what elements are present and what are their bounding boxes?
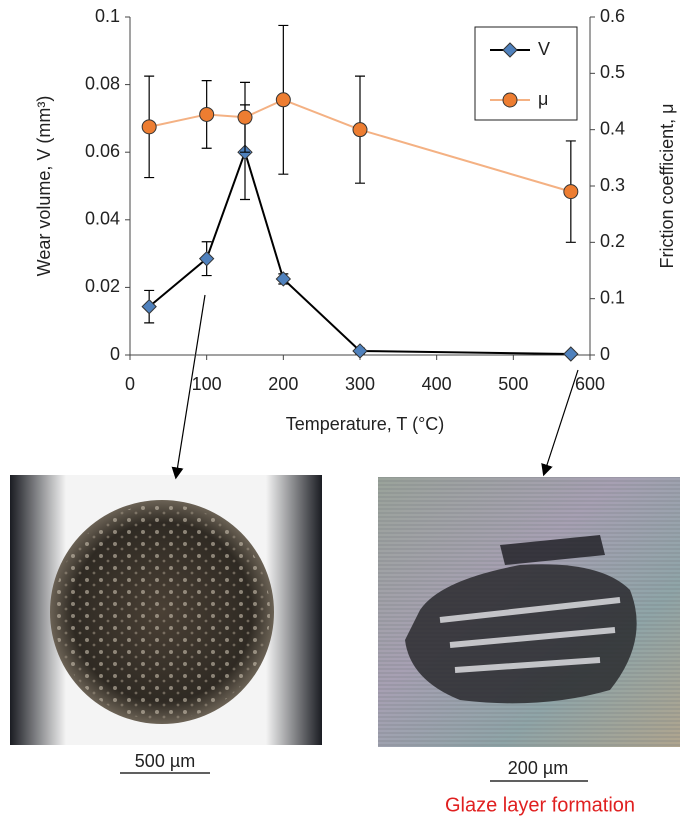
x-tick-label: 200 bbox=[268, 374, 298, 394]
y2-tick-label: 0.3 bbox=[600, 175, 625, 195]
arrow bbox=[171, 294, 206, 480]
y-tick-label: 0.08 bbox=[85, 73, 120, 93]
x-tick-label: 100 bbox=[192, 374, 222, 394]
y-tick-label: 0.02 bbox=[85, 276, 120, 296]
series-line bbox=[148, 98, 572, 193]
y-tick-label: 0 bbox=[110, 344, 120, 364]
marker bbox=[198, 250, 215, 267]
x-tick-label: 500 bbox=[498, 374, 528, 394]
legend bbox=[474, 26, 578, 121]
arrow bbox=[541, 369, 579, 477]
marker bbox=[141, 298, 157, 315]
marker bbox=[199, 106, 215, 122]
legend-marker bbox=[502, 42, 518, 58]
y2-axis-label: Friction coefficient, μ bbox=[657, 103, 677, 268]
marker bbox=[352, 122, 368, 138]
y-axis-label: Wear volume, V (mm³) bbox=[34, 96, 54, 277]
y2-tick-label: 0 bbox=[600, 344, 610, 364]
y-tick-label: 0.1 bbox=[95, 6, 120, 26]
x-tick-label: 600 bbox=[575, 374, 605, 394]
marker bbox=[563, 184, 579, 200]
marker bbox=[563, 346, 579, 362]
y2-tick-label: 0.6 bbox=[600, 6, 625, 26]
y2-tick-label: 0.2 bbox=[600, 231, 625, 251]
x-tick-label: 400 bbox=[422, 374, 452, 394]
y2-tick-label: 0.1 bbox=[600, 287, 625, 307]
scale-label: 200 µm bbox=[508, 758, 568, 778]
x-tick-label: 0 bbox=[125, 374, 135, 394]
y-tick-label: 0.04 bbox=[85, 209, 120, 229]
series-line bbox=[148, 149, 571, 355]
y2-tick-label: 0.4 bbox=[600, 118, 625, 138]
x-axis-label: Temperature, T (°C) bbox=[286, 414, 445, 434]
marker bbox=[141, 119, 157, 135]
micrograph-left bbox=[10, 475, 322, 745]
y-tick-label: 0.06 bbox=[85, 141, 120, 161]
scale-label: 500 µm bbox=[135, 751, 195, 771]
caption: Glaze layer formation bbox=[445, 794, 635, 816]
legend-label: V bbox=[538, 39, 550, 59]
x-tick-label: 300 bbox=[345, 374, 375, 394]
marker bbox=[352, 343, 368, 359]
legend-marker bbox=[502, 92, 518, 108]
y2-tick-label: 0.5 bbox=[600, 62, 625, 82]
legend-label: μ bbox=[538, 89, 548, 109]
micrograph-right bbox=[378, 477, 680, 747]
marker bbox=[275, 271, 292, 287]
marker bbox=[237, 109, 253, 125]
marker bbox=[275, 92, 291, 108]
